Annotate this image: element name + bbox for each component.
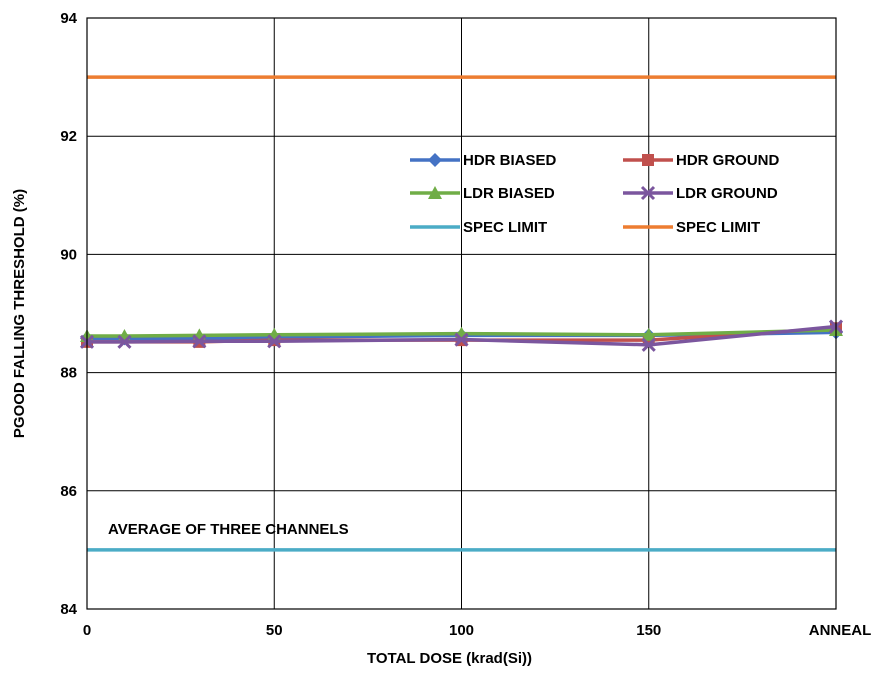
spec-limit-lines bbox=[87, 75, 836, 552]
y-tick-label: 94 bbox=[60, 10, 77, 27]
legend-label: LDR GROUND bbox=[676, 185, 778, 202]
y-tick-label: 84 bbox=[60, 601, 77, 618]
legend-item: SPEC LIMIT bbox=[410, 219, 547, 236]
legend-marker bbox=[428, 153, 442, 167]
data-point bbox=[117, 334, 132, 349]
x-tick-label: 0 bbox=[83, 622, 91, 639]
data-point bbox=[267, 334, 282, 349]
legend-marker bbox=[642, 154, 654, 166]
y-tick-label: 90 bbox=[60, 246, 77, 263]
legend-marker bbox=[428, 186, 442, 199]
tick-labels: 84 86 88 90 92 94 0 50 100 150 ANNEAL bbox=[60, 10, 871, 639]
data-point bbox=[641, 327, 656, 341]
legend-label: LDR BIASED bbox=[463, 185, 555, 202]
x-tick-label: 50 bbox=[266, 622, 283, 639]
data-point bbox=[192, 334, 207, 349]
legend-item: LDR BIASED bbox=[410, 185, 555, 202]
y-axis-title: PGOOD FALLING THRESHOLD (%) bbox=[11, 189, 28, 438]
x-tick-label: ANNEAL bbox=[809, 622, 872, 639]
legend: HDR BIASED HDR GROUND LDR BIASED LDR GROUND… bbox=[410, 152, 779, 236]
data-point bbox=[641, 337, 656, 352]
legend-item: HDR GROUND bbox=[623, 152, 779, 169]
data-point bbox=[454, 332, 469, 347]
legend-item: HDR BIASED bbox=[410, 152, 557, 169]
legend-item: LDR GROUND bbox=[623, 185, 778, 202]
x-tick-label: 100 bbox=[449, 622, 474, 639]
average-annotation: AVERAGE OF THREE CHANNELS bbox=[108, 521, 349, 538]
plot-area-frame bbox=[86, 17, 837, 610]
legend-label: SPEC LIMIT bbox=[463, 219, 547, 236]
data-series bbox=[79, 319, 844, 352]
legend-label: SPEC LIMIT bbox=[676, 219, 760, 236]
y-tick-label: 86 bbox=[60, 483, 77, 500]
series-ldr-ground bbox=[79, 319, 844, 352]
x-tick-label: 150 bbox=[636, 622, 661, 639]
y-tick-label: 88 bbox=[60, 365, 77, 382]
y-tick-label: 92 bbox=[60, 128, 77, 145]
legend-label: HDR GROUND bbox=[676, 152, 779, 169]
x-axis-title: TOTAL DOSE (krad(Si)) bbox=[367, 650, 532, 667]
legend-marker bbox=[640, 185, 656, 201]
legend-label: HDR BIASED bbox=[463, 152, 557, 169]
legend-item: SPEC LIMIT bbox=[623, 219, 760, 236]
